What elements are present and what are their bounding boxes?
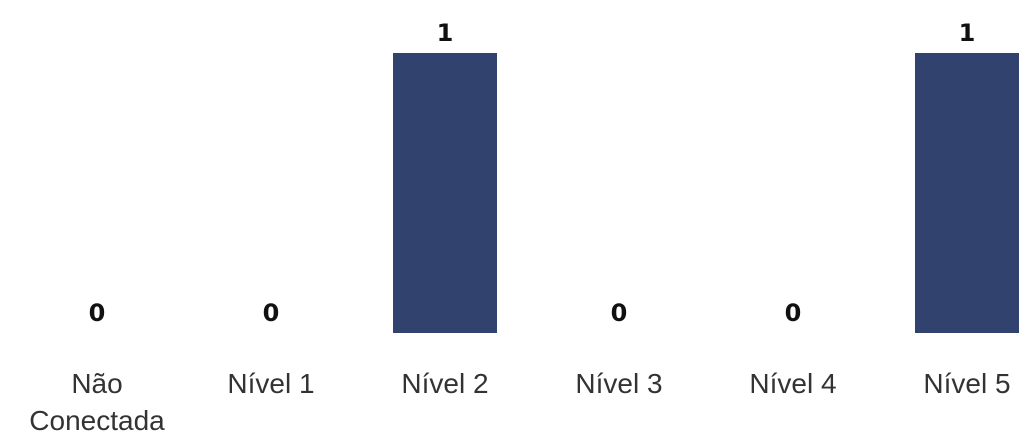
data-label-3: 0 bbox=[611, 299, 628, 327]
category-label-2: Nível 2 bbox=[401, 368, 488, 399]
category-label-line: Conectada bbox=[29, 405, 165, 433]
category-label-line: Nível 4 bbox=[749, 368, 836, 399]
data-label-5: 1 bbox=[959, 19, 976, 47]
data-label-0: 0 bbox=[89, 299, 106, 327]
bar-5 bbox=[915, 53, 1019, 333]
category-label-5: Nível 5 bbox=[923, 368, 1010, 399]
category-label-line: Nível 3 bbox=[575, 368, 662, 399]
category-labels-group: Não Conectada Nível 1 Nível 2 Nível 3 Nível 4… bbox=[29, 368, 1010, 433]
category-label-1: Nível 1 bbox=[227, 368, 314, 399]
data-label-2: 1 bbox=[437, 19, 454, 47]
data-label-1: 0 bbox=[263, 299, 280, 327]
category-label-4: Nível 4 bbox=[749, 368, 836, 399]
category-label-line: Nível 5 bbox=[923, 368, 1010, 399]
category-label-line: Não bbox=[71, 368, 122, 399]
data-labels-group: 0 0 1 0 0 1 bbox=[89, 19, 976, 327]
category-label-3: Nível 3 bbox=[575, 368, 662, 399]
bar-2 bbox=[393, 53, 497, 333]
bars-group bbox=[393, 53, 1019, 333]
category-label-0: Não Conectada bbox=[29, 368, 165, 433]
category-label-line: Nível 1 bbox=[227, 368, 314, 399]
data-label-4: 0 bbox=[785, 299, 802, 327]
category-label-line: Nível 2 bbox=[401, 368, 488, 399]
